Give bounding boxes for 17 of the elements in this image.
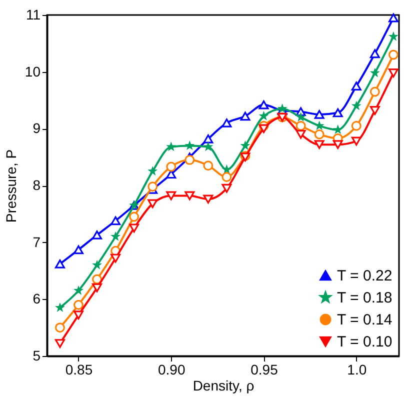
x-tick-label: 0.90	[158, 362, 186, 378]
y-tick-label: 11	[26, 6, 41, 22]
y-tick-label: 9	[32, 120, 41, 136]
x-tick-label: 0.95	[250, 362, 278, 378]
y-tick-label: 5	[32, 348, 41, 364]
x-axis-title: Density, ρ	[192, 378, 254, 394]
y-tick-label: 7	[32, 234, 41, 250]
y-tick-label: 8	[32, 177, 41, 193]
legend-label: T = 0.22	[337, 268, 392, 284]
y-tick-label: 10	[24, 63, 41, 80]
legend-label: T = 0.14	[337, 312, 392, 328]
x-tick-label: 1.0	[347, 362, 367, 378]
x-tick-label: 0.85	[65, 362, 93, 378]
legend-label: T = 0.18	[337, 290, 392, 306]
legend-label: T = 0.10	[337, 334, 392, 350]
y-tick-label: 6	[32, 290, 41, 307]
y-axis-title: Pressure, P	[2, 149, 19, 223]
